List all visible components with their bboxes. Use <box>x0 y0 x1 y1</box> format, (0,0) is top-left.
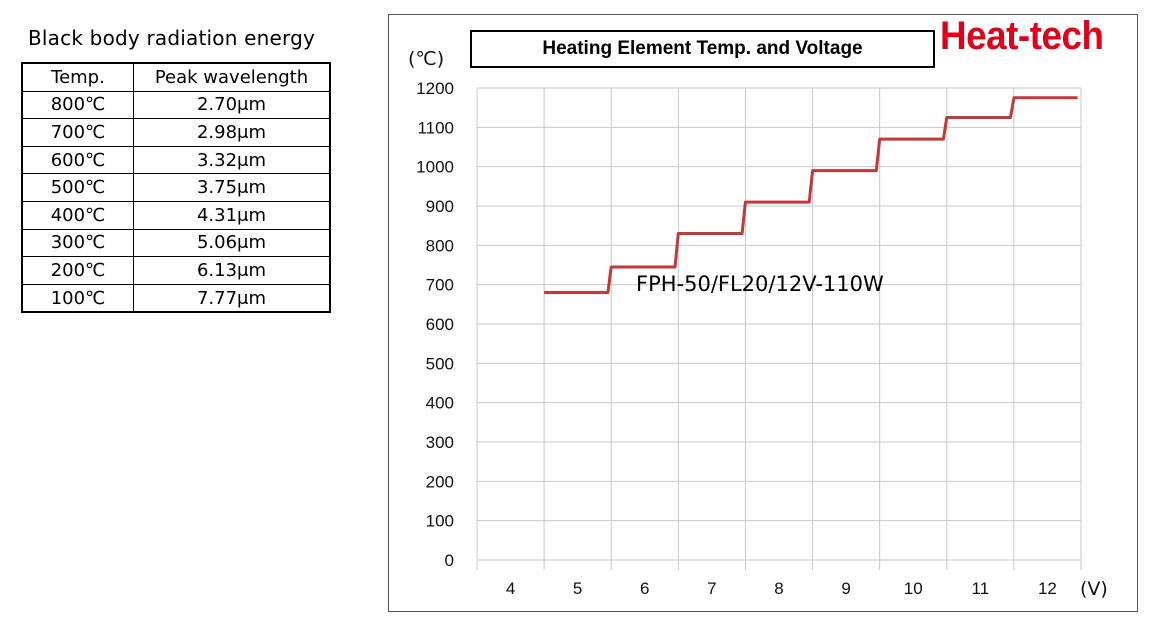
radiation-table: Temp. Peak wavelength 800℃ 2.70μm 700℃ 2.9… <box>21 62 331 314</box>
table-row: 300℃ 5.06μm <box>21 228 331 258</box>
table-row: 500℃ 3.75μm <box>21 173 331 202</box>
chart-frame <box>388 14 1138 612</box>
y-tick-label: 400 <box>426 394 454 413</box>
y-tick-label: 800 <box>426 236 454 255</box>
table-title: Black body radiation energy <box>28 26 316 50</box>
wavelength-cell: 2.98μm <box>133 118 331 147</box>
x-tick-label: 5 <box>573 579 582 598</box>
y-tick-label: 1200 <box>416 79 454 98</box>
table-row: 600℃ 3.32μm <box>21 145 331 175</box>
table-row: 200℃ 6.13μm <box>21 256 331 285</box>
y-tick-label: 300 <box>426 433 454 452</box>
x-tick-label: 8 <box>774 579 783 598</box>
temp-cell: 100℃ <box>21 283 134 313</box>
y-tick-label: 900 <box>426 197 454 216</box>
temp-cell: 500℃ <box>21 173 134 202</box>
header-peak-wavelength: Peak wavelength <box>133 62 331 92</box>
y-tick-label: 600 <box>426 315 454 334</box>
table-row: 800℃ 2.70μm <box>21 90 331 120</box>
temp-cell: 800℃ <box>21 90 134 120</box>
wavelength-cell: 3.32μm <box>133 145 331 175</box>
x-tick-label: 6 <box>640 579 649 598</box>
y-axis-unit-label: (℃) <box>408 48 444 70</box>
y-tick-label: 1000 <box>416 158 454 177</box>
brand-logo: Heat-tech <box>940 14 1104 58</box>
x-tick-label: 4 <box>506 579 515 598</box>
y-tick-label: 700 <box>426 276 454 295</box>
table-row: 700℃ 2.98μm <box>21 118 331 147</box>
series-annotation: FPH-50/FL20/12V-110W <box>636 272 884 296</box>
table-row: 100℃ 7.77μm <box>21 283 331 313</box>
series-layer <box>544 96 1078 294</box>
y-tick-label: 100 <box>426 512 454 531</box>
x-tick-label: 7 <box>707 579 716 598</box>
x-tick-label: 11 <box>972 579 990 598</box>
wavelength-cell: 6.13μm <box>133 256 331 285</box>
y-tick-label: 1100 <box>417 118 454 137</box>
chart-title: Heating Element Temp. and Voltage <box>470 30 935 68</box>
wavelength-cell: 7.77μm <box>133 283 331 313</box>
x-tick-label: 10 <box>904 579 923 598</box>
x-tick-label: 12 <box>1038 579 1057 598</box>
wavelength-cell: 3.75μm <box>133 173 331 202</box>
y-tick-label: 200 <box>426 472 454 491</box>
temp-cell: 200℃ <box>21 256 134 285</box>
table-header-row: Temp. Peak wavelength <box>21 62 331 92</box>
y-tick-label: 0 <box>445 551 454 570</box>
x-axis-unit-label: (V) <box>1080 578 1108 600</box>
tick-layer: 0 100 200 300 400 500 600 700 800 900 1000 1100 1200… <box>416 79 1057 598</box>
y-tick-label: 500 <box>426 354 454 373</box>
series-line <box>544 96 1078 294</box>
grid-layer <box>476 87 1082 570</box>
header-temp: Temp. <box>21 62 134 92</box>
x-tick-label: 9 <box>841 579 850 598</box>
temp-cell: 300℃ <box>21 228 134 258</box>
temp-cell: 400℃ <box>21 200 134 230</box>
